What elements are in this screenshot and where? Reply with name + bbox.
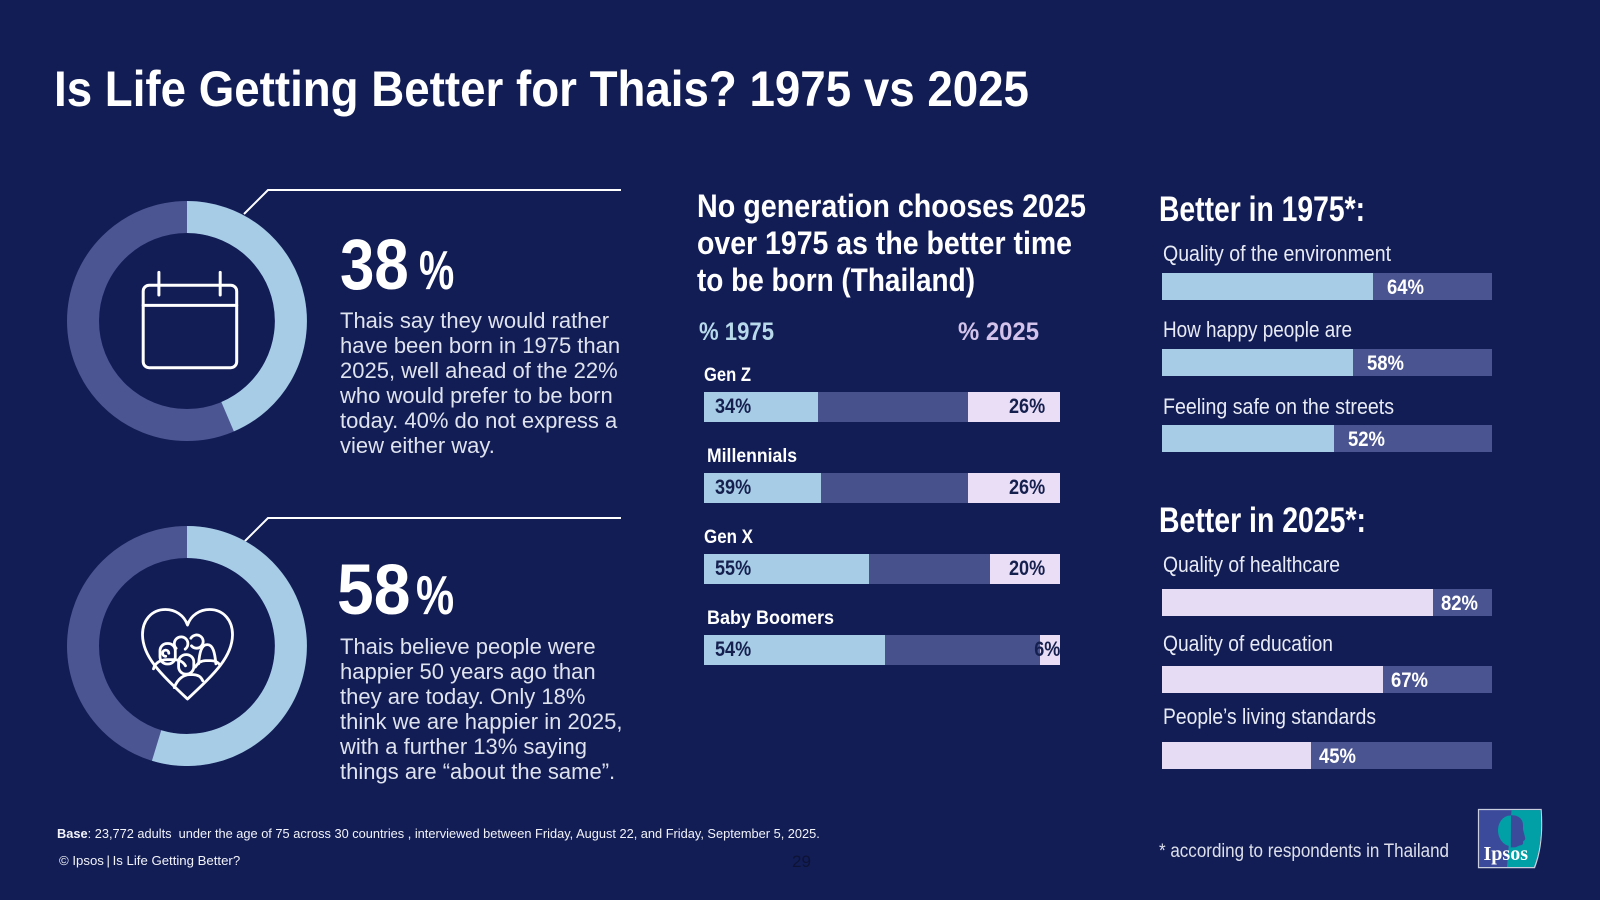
svg-text:Ipsos: Ipsos <box>1484 843 1529 865</box>
